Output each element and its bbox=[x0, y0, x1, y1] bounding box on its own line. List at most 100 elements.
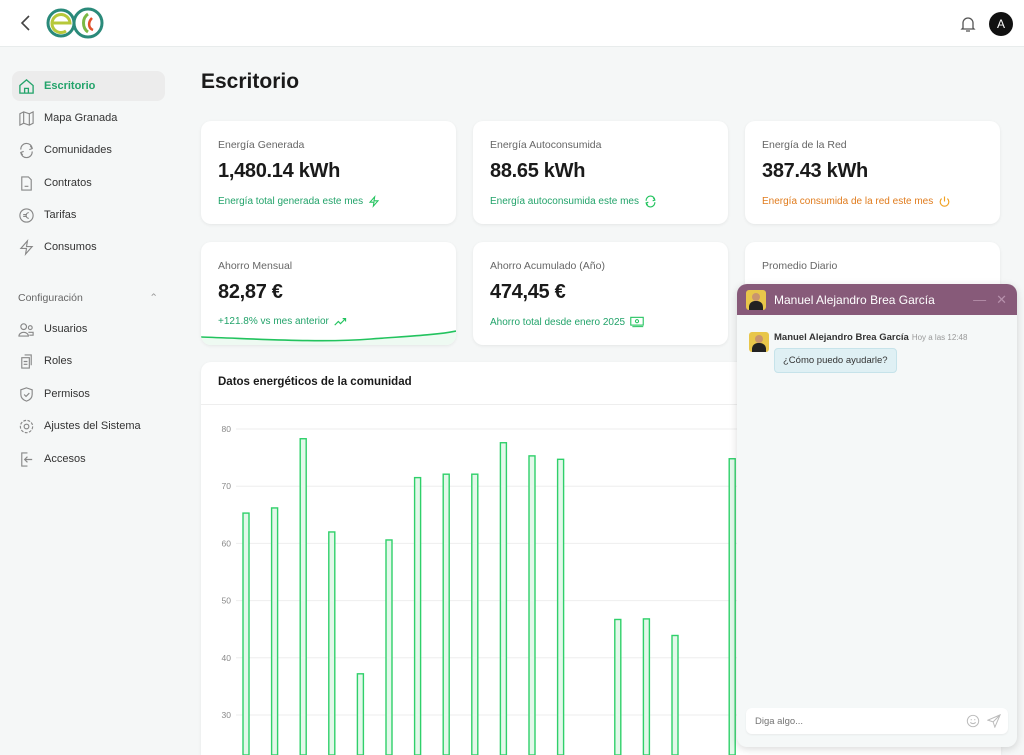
card-energia-autoconsumida: Energía Autoconsumida 88.65 kWh Energía … bbox=[473, 121, 728, 224]
refresh-icon bbox=[645, 195, 656, 208]
top-bar: A bbox=[0, 0, 1024, 47]
sidebar-item-tarifas[interactable]: Tarifas bbox=[12, 200, 165, 230]
users-icon bbox=[18, 322, 34, 337]
chat-window: Manuel Alejandro Brea García — ✕ Manuel A… bbox=[737, 284, 1017, 747]
clipboard-icon bbox=[21, 353, 32, 369]
card-label: Promedio Diario bbox=[762, 260, 838, 272]
chevron-up-icon: ⌃ bbox=[149, 292, 158, 304]
y-tick-label: 50 bbox=[222, 596, 232, 606]
bar[interactable] bbox=[270, 507, 279, 755]
card-label: Energía Autoconsumida bbox=[490, 139, 602, 151]
bar[interactable] bbox=[728, 458, 736, 755]
sidebar: Escritorio Mapa Granada Comunidades Cont… bbox=[0, 48, 180, 528]
bolt-icon bbox=[368, 195, 380, 208]
bar[interactable] bbox=[642, 618, 651, 755]
power-icon bbox=[939, 196, 950, 207]
card-subtitle: Energía autoconsumida este mes bbox=[490, 196, 639, 207]
y-tick-label: 80 bbox=[222, 424, 232, 434]
bar[interactable] bbox=[614, 618, 622, 755]
minimize-icon[interactable]: — bbox=[973, 292, 987, 307]
chat-input[interactable] bbox=[755, 715, 966, 727]
file-icon bbox=[21, 175, 32, 191]
card-label: Ahorro Acumulado (Año) bbox=[490, 260, 605, 272]
bar[interactable] bbox=[356, 673, 365, 755]
card-value: 82,87 € bbox=[218, 281, 283, 303]
bar-chart: 30 40 50 60 70 80 bbox=[222, 424, 1001, 755]
card-ahorro-acumulado: Ahorro Acumulado (Año) 474,45 € Ahorro t… bbox=[473, 242, 728, 345]
euro-icon bbox=[19, 207, 34, 223]
sidebar-item-label: Ajustes del Sistema bbox=[44, 420, 141, 432]
message-time: Hoy a las 12:48 bbox=[911, 333, 968, 342]
card-energia-generada: Energía Generada 1,480.14 kWh Energía to… bbox=[201, 121, 456, 224]
card-ahorro-mensual: Ahorro Mensual 82,87 € +121.8% vs mes an… bbox=[201, 242, 456, 345]
message-bubble: ¿Cómo puedo ayudarle? bbox=[774, 348, 897, 373]
login-icon bbox=[21, 451, 33, 467]
chart-title: Datos energéticos de la comunidad bbox=[218, 376, 412, 388]
bar[interactable] bbox=[499, 442, 508, 755]
card-value: 88.65 kWh bbox=[490, 160, 586, 182]
sparkline bbox=[201, 330, 456, 345]
divider bbox=[201, 404, 1001, 405]
sidebar-item-label: Escritorio bbox=[44, 80, 96, 92]
sidebar-item-ajustes[interactable]: Ajustes del Sistema bbox=[12, 411, 165, 441]
sidebar-item-mapa-granada[interactable]: Mapa Granada bbox=[12, 103, 165, 133]
emoji-icon[interactable] bbox=[966, 714, 980, 728]
sidebar-item-roles[interactable]: Roles bbox=[12, 346, 165, 376]
sidebar-item-escritorio[interactable]: Escritorio bbox=[12, 71, 165, 101]
sidebar-item-contratos[interactable]: Contratos bbox=[12, 168, 165, 198]
sidebar-item-accesos[interactable]: Accesos bbox=[12, 444, 165, 474]
section-label: Configuración bbox=[18, 292, 83, 304]
close-icon[interactable]: ✕ bbox=[996, 292, 1007, 307]
back-chevron-icon[interactable] bbox=[18, 13, 34, 33]
sender-name: Manuel Alejandro Brea García bbox=[774, 332, 909, 343]
sender-avatar bbox=[749, 332, 769, 352]
y-tick-label: 40 bbox=[222, 653, 232, 663]
bar[interactable] bbox=[528, 455, 536, 755]
card-subtitle: Energía total generada este mes bbox=[218, 196, 364, 207]
sidebar-item-label: Comunidades bbox=[44, 144, 112, 156]
bar[interactable] bbox=[242, 512, 250, 755]
home-icon bbox=[19, 78, 34, 94]
bar[interactable] bbox=[328, 531, 336, 755]
card-energia-red: Energía de la Red 387.43 kWh Energía con… bbox=[745, 121, 1000, 224]
shield-icon bbox=[20, 386, 33, 402]
sidebar-item-label: Contratos bbox=[44, 177, 92, 189]
contact-avatar bbox=[746, 289, 766, 310]
chat-message: Manuel Alejandro Brea García Hoy a las 12… bbox=[749, 332, 967, 373]
card-subtitle: Ahorro total desde enero 2025 bbox=[490, 316, 626, 328]
bar[interactable] bbox=[299, 438, 307, 755]
card-value: 387.43 kWh bbox=[762, 160, 868, 182]
card-subtitle: +121.8% vs mes anterior bbox=[218, 316, 329, 327]
bar[interactable] bbox=[385, 539, 393, 755]
config-section-toggle[interactable]: Configuración ⌃ bbox=[18, 292, 158, 304]
sidebar-item-comunidades[interactable]: Comunidades bbox=[12, 135, 165, 165]
y-tick-label: 70 bbox=[222, 481, 232, 491]
money-icon bbox=[630, 316, 644, 328]
card-value: 1,480.14 kWh bbox=[218, 160, 341, 182]
bar[interactable] bbox=[413, 476, 422, 755]
refresh-icon bbox=[19, 142, 34, 158]
bell-icon[interactable] bbox=[958, 14, 978, 34]
bar[interactable] bbox=[442, 473, 450, 755]
bar[interactable] bbox=[556, 458, 565, 755]
send-icon[interactable] bbox=[987, 714, 1001, 728]
page-title: Escritorio bbox=[201, 70, 300, 93]
contact-name: Manuel Alejandro Brea García bbox=[774, 292, 935, 307]
sidebar-item-usuarios[interactable]: Usuarios bbox=[12, 314, 165, 344]
y-tick-label: 60 bbox=[222, 538, 232, 548]
bar[interactable] bbox=[471, 473, 479, 755]
card-value: 474,45 € bbox=[490, 281, 566, 303]
gear-icon bbox=[19, 419, 34, 433]
bar[interactable] bbox=[671, 634, 679, 755]
user-avatar[interactable]: A bbox=[989, 12, 1013, 36]
sidebar-item-permisos[interactable]: Permisos bbox=[12, 379, 165, 409]
sidebar-item-label: Usuarios bbox=[44, 323, 88, 335]
sidebar-item-label: Permisos bbox=[44, 388, 90, 400]
trending-up-icon bbox=[334, 318, 347, 326]
sidebar-item-label: Roles bbox=[44, 355, 73, 367]
sidebar-item-consumos[interactable]: Consumos bbox=[12, 232, 165, 262]
card-label: Energía de la Red bbox=[762, 139, 847, 151]
logo[interactable] bbox=[46, 6, 104, 40]
chat-header: Manuel Alejandro Brea García — ✕ bbox=[737, 284, 1017, 315]
sidebar-item-label: Tarifas bbox=[44, 209, 77, 221]
